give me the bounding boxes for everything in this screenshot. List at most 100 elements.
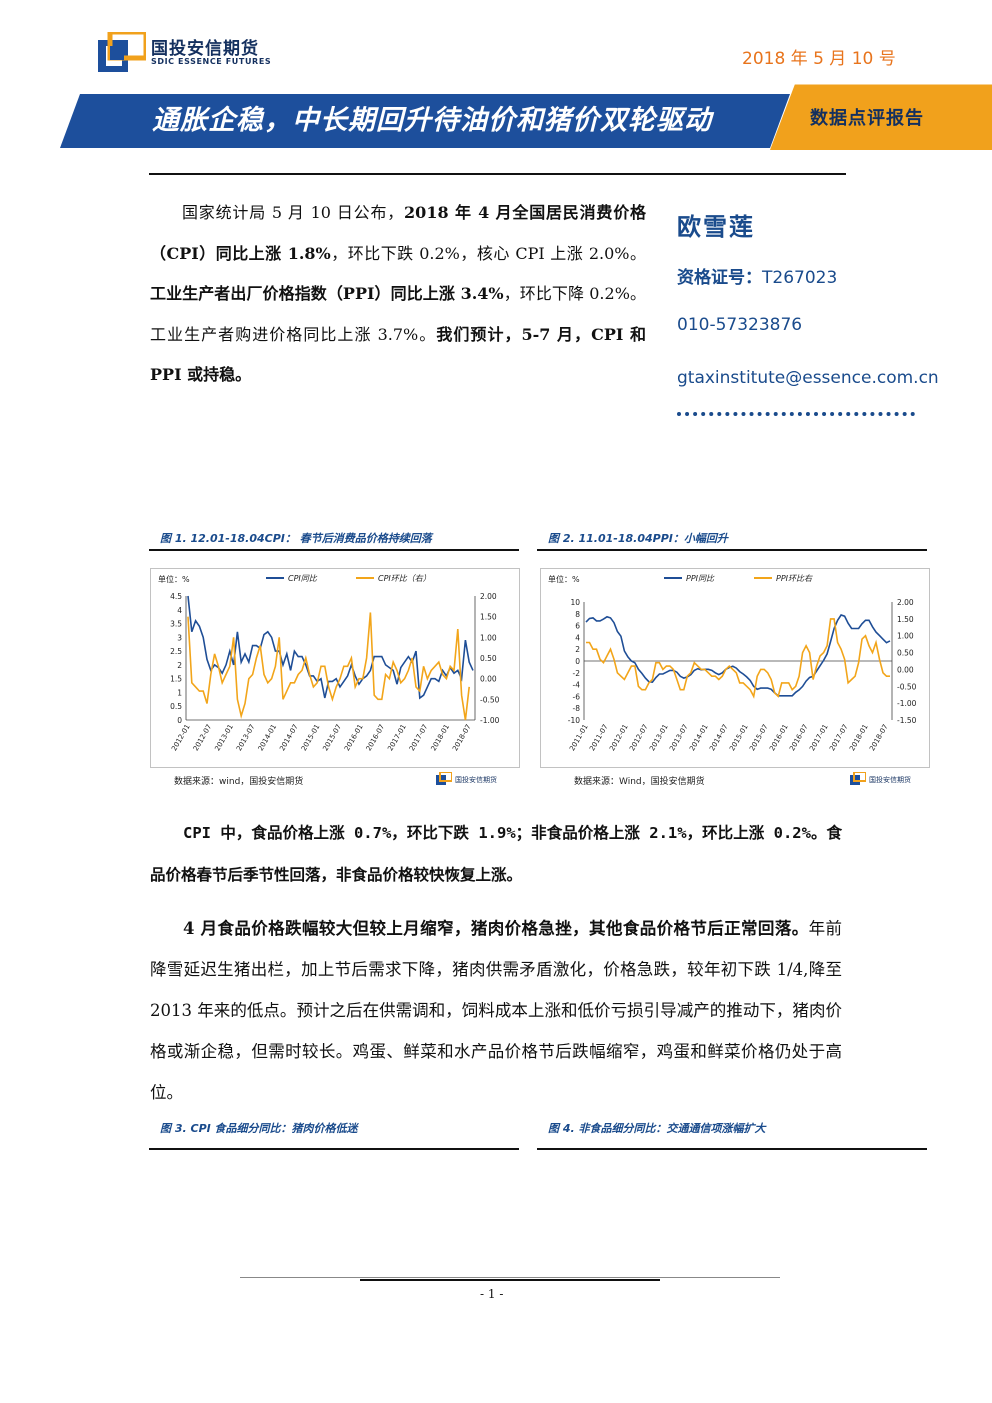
x-tick-label: 2015-01 (728, 723, 750, 752)
x-tick-label: 2017-07 (828, 723, 850, 752)
figure-2-logo-text: 国投安信期货 (869, 776, 911, 784)
report-title: 通胀企稳，中长期回升待油价和猪价双轮驱动 (152, 105, 712, 136)
x-tick-label: 2011-01 (568, 723, 590, 752)
left-tick-label: 0 (177, 716, 182, 725)
figure-2-caption: 图 2. 11.01-18.04PPI：小幅回升 (548, 532, 728, 545)
cpi-breakdown-text: CPI 中，食品价格上涨 0.7%，环比下跌 1.9%；非食品价格上涨 2.1%… (150, 824, 842, 884)
x-tick-label: 2015-07 (748, 723, 770, 752)
left-tick-label: -2 (573, 669, 581, 678)
x-tick-label: 2016-07 (365, 723, 387, 752)
right-tick-label: -0.50 (897, 682, 917, 691)
figure-1-logo-icon (436, 772, 452, 785)
page-number: - 1 - (480, 1287, 504, 1301)
intro-bold-3: 我们预计，5-7 月，CPI 和 PPI 或持稳。 (150, 324, 646, 385)
series-line-1 (585, 614, 891, 697)
figure-2-logo-icon (850, 772, 866, 785)
x-tick-label: 2015-01 (300, 723, 322, 752)
intro-bold-2: 工业生产者出厂价格指数（PPI）同比上涨 3.4% (150, 284, 504, 303)
x-tick-label: 2014-07 (278, 723, 300, 752)
figure-1-logo-text: 国投安信期货 (455, 776, 497, 784)
left-tick-label: 1.5 (170, 675, 182, 684)
figure-1-caption: 图 1. 12.01-18.04CPI： 春节后消费品价格持续回落 (160, 532, 432, 545)
intro-text-1: 国家统计局 5 月 10 日公布， (182, 203, 405, 222)
figure-4-rule (537, 1148, 927, 1150)
x-tick-label: 2012-01 (170, 723, 192, 752)
series-line-2 (187, 612, 470, 721)
left-tick-label: 2.5 (170, 647, 182, 656)
x-tick-label: 2017-01 (386, 723, 408, 752)
unit-label: 单位：% (158, 574, 190, 584)
right-tick-label: 0.50 (897, 649, 914, 658)
left-tick-label: 10 (570, 598, 580, 607)
left-tick-label: 2 (575, 645, 580, 654)
author-dotted-divider (677, 412, 915, 416)
figure-3-caption: 图 3. CPI 食品细分同比：猪肉价格低迷 (160, 1122, 358, 1135)
x-tick-label: 2016-01 (343, 723, 365, 752)
x-tick-label: 2011-07 (588, 723, 610, 752)
figure-4-caption: 图 4. 非食品细分同比：交通通信项涨幅扩大 (548, 1122, 766, 1135)
right-tick-label: 2.00 (897, 598, 914, 607)
x-tick-label: 2018-07 (451, 723, 473, 752)
figure-1-rule (149, 549, 519, 551)
right-tick-label: 1.00 (480, 633, 497, 642)
ppi-chart: 单位：% -10 -8 -6 -4 -2 0 2 4 6 8 10 -1.50 -1.00 -0.50 0.0… (540, 568, 930, 768)
x-tick-label: 2018-07 (868, 723, 890, 752)
left-tick-label: 2 (177, 661, 182, 670)
company-logo-icon (98, 32, 146, 72)
report-date: 2018 年 5 月 10 号 (742, 49, 896, 69)
right-tick-label: -1.00 (897, 699, 917, 708)
food-price-text: 年前降雪延迟生猪出栏，加上节后需求下降，猪肉供需矛盾激化，价格急跌，较年初下跌 … (150, 919, 842, 1102)
title-banner (0, 84, 992, 150)
left-tick-label: -8 (573, 704, 581, 713)
footer-divider (240, 1277, 780, 1278)
x-tick-label: 2017-07 (408, 723, 430, 752)
left-tick-label: 3 (177, 633, 182, 642)
right-tick-label: 2.00 (480, 592, 497, 601)
legend-label-1: CPI同比 (288, 574, 318, 583)
x-tick-label: 2013-01 (213, 723, 235, 752)
left-tick-label: 1 (177, 688, 182, 697)
x-tick-label: 2014-07 (708, 723, 730, 752)
left-tick-label: 0.5 (170, 702, 182, 711)
cpi-chart: 单位：% 0 0.5 1 1.5 2 2.5 3 3.5 4 4.5 -1.00 -0.50 0.00 0.… (150, 568, 520, 768)
left-tick-label: 4.5 (170, 592, 182, 601)
cert-number: T267023 (762, 268, 838, 288)
logo-text-en: SDIC ESSENCE FUTURES (151, 57, 272, 66)
left-tick-label: 0 (575, 657, 580, 666)
right-tick-label: 0.00 (480, 675, 497, 684)
chart-frame (540, 568, 930, 768)
figure-2-source: 数据来源：Wind，国投安信期货 (574, 777, 705, 787)
right-tick-label: -0.50 (480, 695, 500, 704)
footer-divider-bold (360, 1279, 660, 1281)
legend-label-2: PPI环比右 (776, 574, 813, 583)
x-tick-label: 2014-01 (257, 723, 279, 752)
series-line-2 (586, 618, 890, 699)
food-price-bold: 4 月食品价格跌幅较大但较上月缩窄，猪肉价格急挫，其他食品价格节后正常回落。 (183, 919, 809, 938)
x-tick-label: 2014-01 (688, 723, 710, 752)
logo-text-cn: 国投安信期货 (151, 39, 259, 59)
left-tick-label: 4 (575, 633, 580, 642)
food-price-paragraph: 4 月食品价格跌幅较大但较上月缩窄，猪肉价格急挫，其他食品价格节后正常回落。年前… (150, 908, 842, 1113)
intro-text-3: ，环比下降 0.2%。工业生产者购进价格同比上涨 3.7%。 (150, 284, 646, 344)
left-tick-label: 8 (575, 610, 580, 619)
left-tick-label: -6 (573, 692, 581, 701)
series-line-1 (187, 595, 474, 700)
x-tick-label: 2012-07 (192, 723, 214, 752)
legend-label-2: CPI环比（右） (378, 574, 431, 583)
figure-1-source: 数据来源：wind，国投安信期货 (174, 777, 304, 787)
author-email[interactable]: gtaxinstitute@essence.com.cn (677, 368, 939, 388)
author-name: 欧雪莲 (677, 212, 755, 241)
x-tick-label: 2012-07 (628, 723, 650, 752)
right-tick-label: -1.50 (897, 716, 917, 725)
figure-2-rule (537, 549, 927, 551)
x-tick-label: 2016-01 (768, 723, 790, 752)
x-tick-label: 2013-07 (235, 723, 257, 752)
intro-paragraph: 国家统计局 5 月 10 日公布，2018 年 4 月全国居民消费价格（CPI）… (150, 193, 646, 396)
legend-label-1: PPI同比 (686, 574, 715, 583)
cert-label: 资格证号： (677, 268, 762, 288)
report-type: 数据点评报告 (810, 108, 924, 129)
x-tick-label: 2017-01 (808, 723, 830, 752)
cpi-breakdown-paragraph: CPI 中，食品价格上涨 0.7%，环比下跌 1.9%；非食品价格上涨 2.1%… (150, 812, 842, 896)
x-tick-label: 2016-07 (788, 723, 810, 752)
x-tick-label: 2015-07 (321, 723, 343, 752)
